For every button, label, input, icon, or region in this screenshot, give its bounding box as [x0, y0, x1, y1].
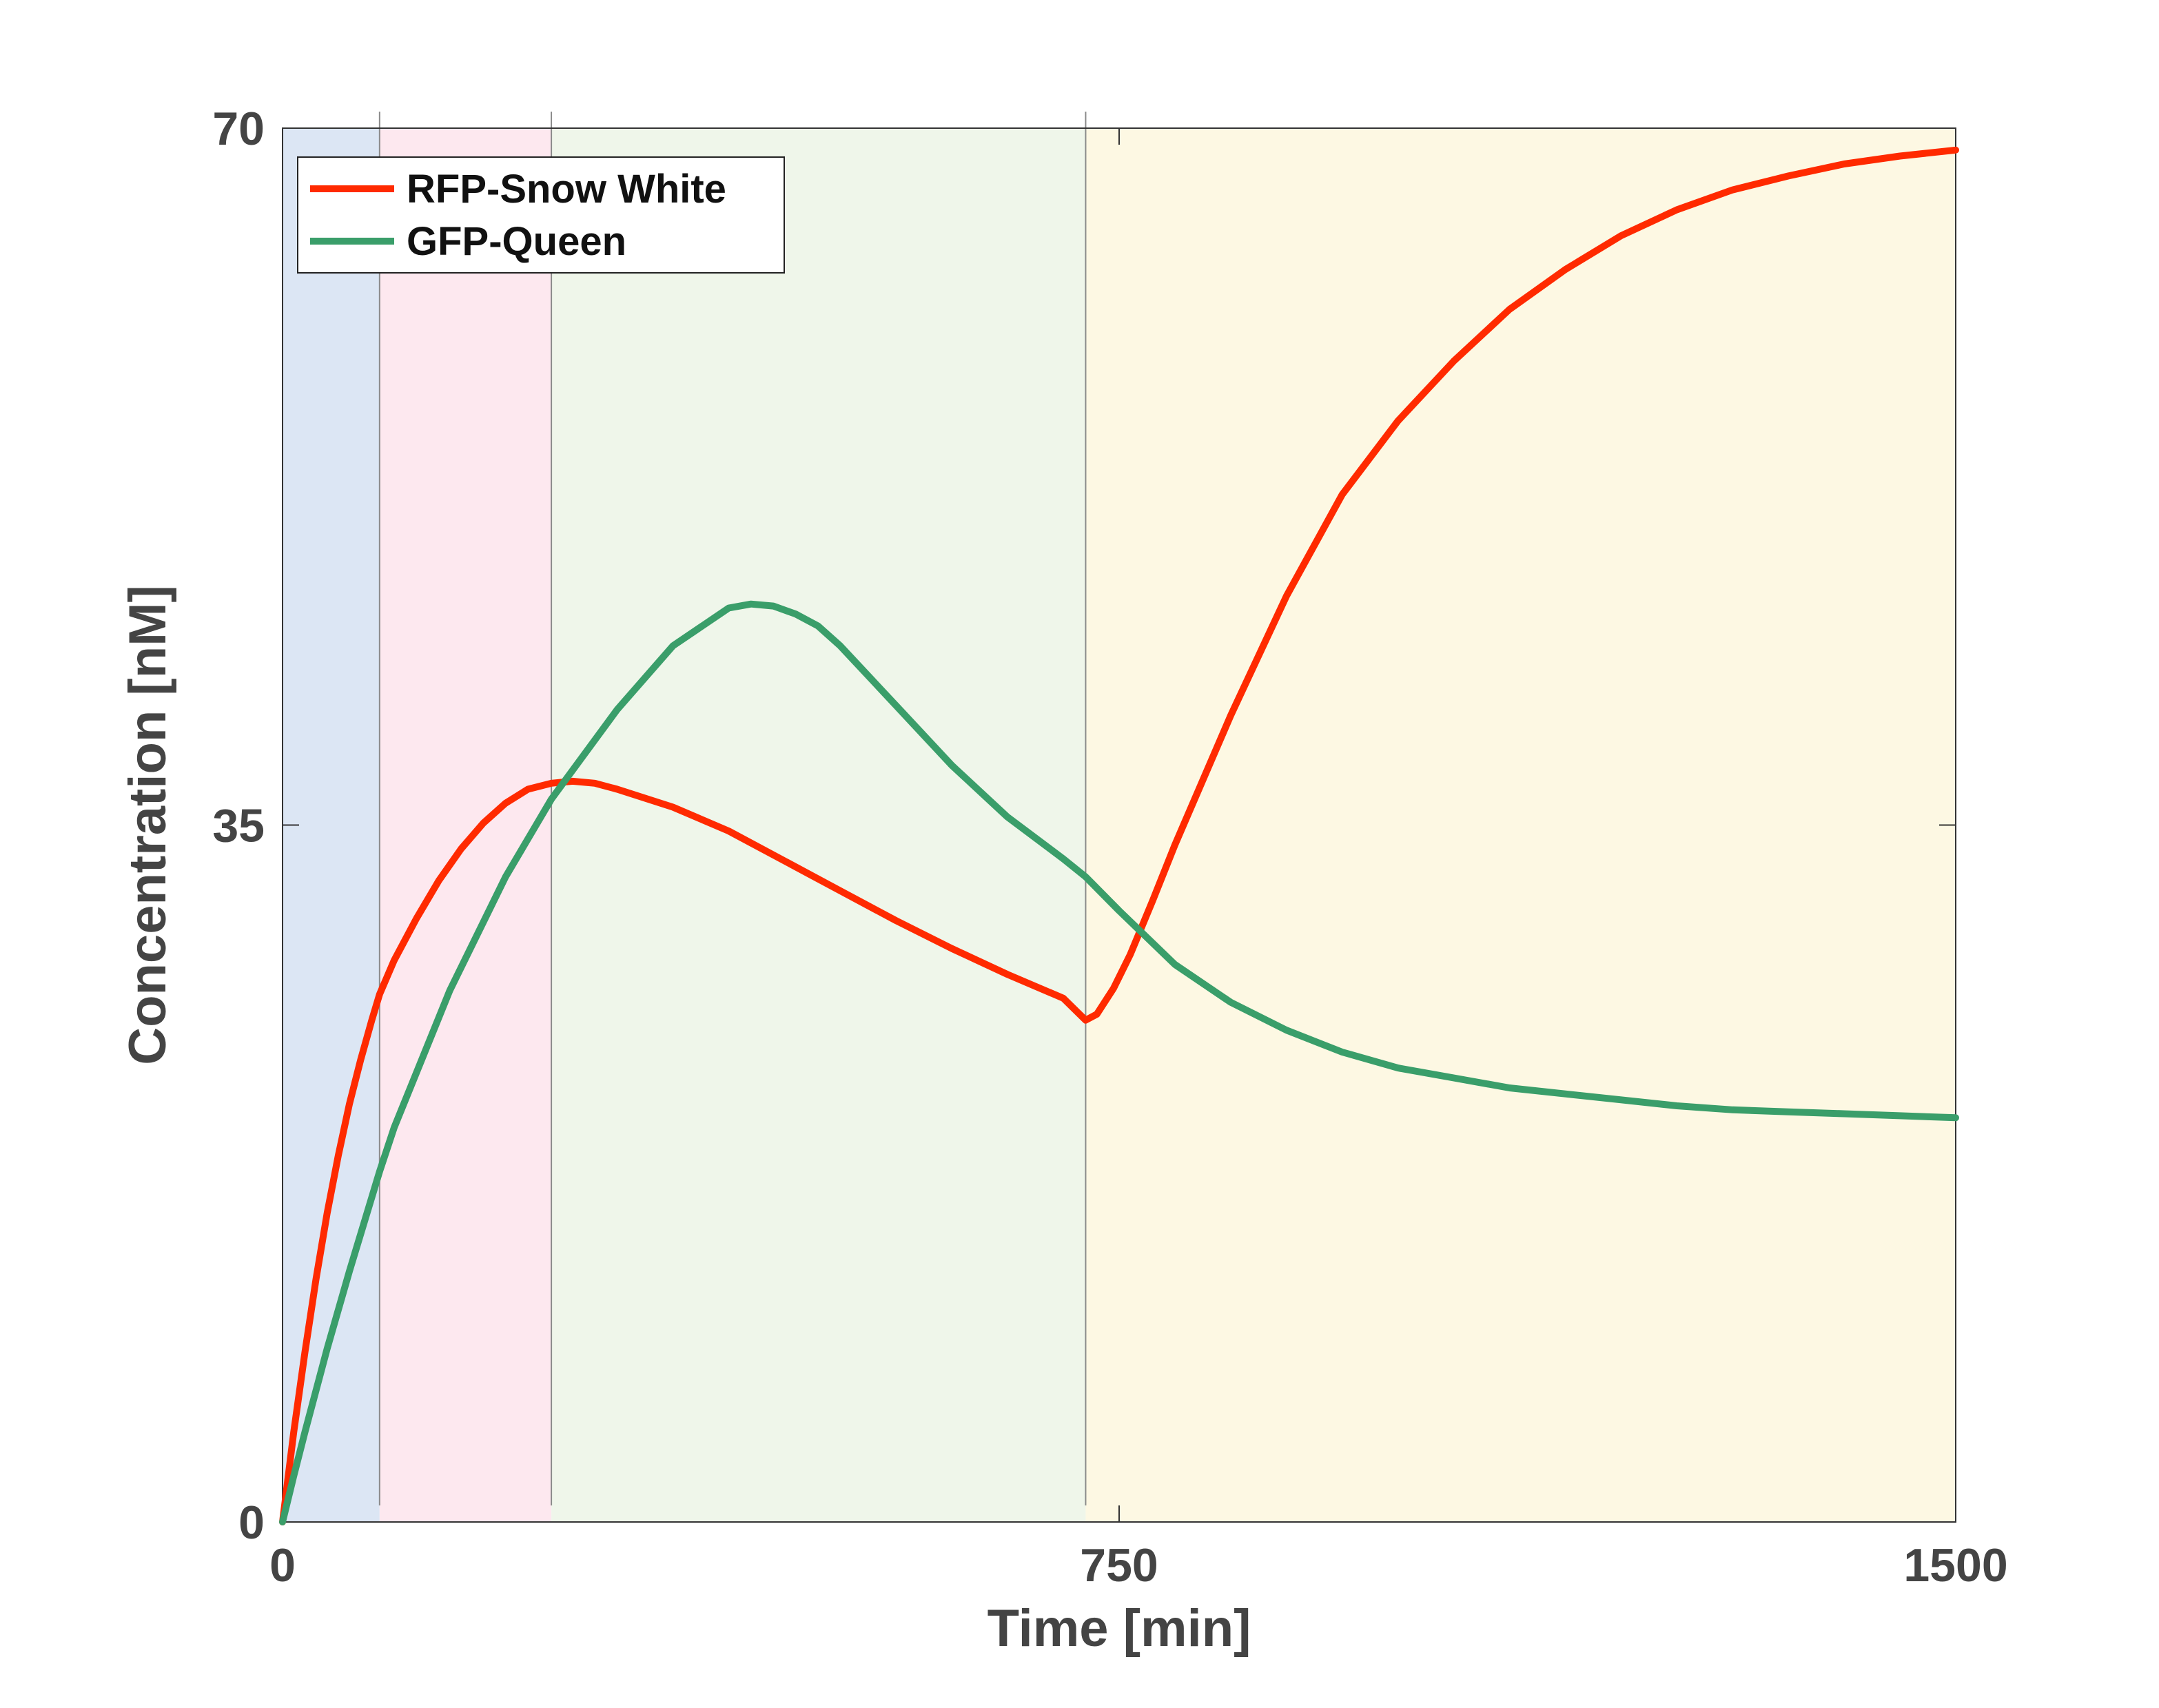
- y-tick-label-70: 70: [212, 103, 265, 155]
- x-tick-label-1500: 1500: [1903, 1539, 2007, 1592]
- background-band-3: [1085, 128, 1956, 1522]
- background-band-1: [379, 128, 552, 1522]
- legend-box: [297, 156, 785, 274]
- series-line-0: [279, 146, 1959, 1525]
- legend-label-gfp: GFP-Queen: [407, 219, 626, 264]
- y-tick-labels: 0 35 70: [212, 103, 265, 1549]
- y-tick-label-35: 35: [212, 800, 265, 852]
- x-tick-label-0: 0: [269, 1539, 296, 1592]
- y-tick-label-0: 0: [238, 1496, 265, 1549]
- y-axis-label: Concentration [nM]: [119, 585, 177, 1065]
- phase-separators: [378, 112, 1087, 1505]
- background-bands: [283, 128, 1956, 1522]
- x-tick-labels: 0 750 1500: [269, 1539, 2008, 1592]
- series-lines: [279, 146, 1959, 1525]
- series-line-1: [279, 600, 1959, 1525]
- legend-label-rfp: RFP-Snow White: [407, 167, 726, 212]
- x-tick-label-750: 750: [1080, 1539, 1158, 1592]
- x-axis-label: Time [min]: [988, 1599, 1251, 1658]
- legend: RFP-Snow White GFP-Queen: [297, 156, 785, 274]
- background-band-2: [551, 128, 1086, 1522]
